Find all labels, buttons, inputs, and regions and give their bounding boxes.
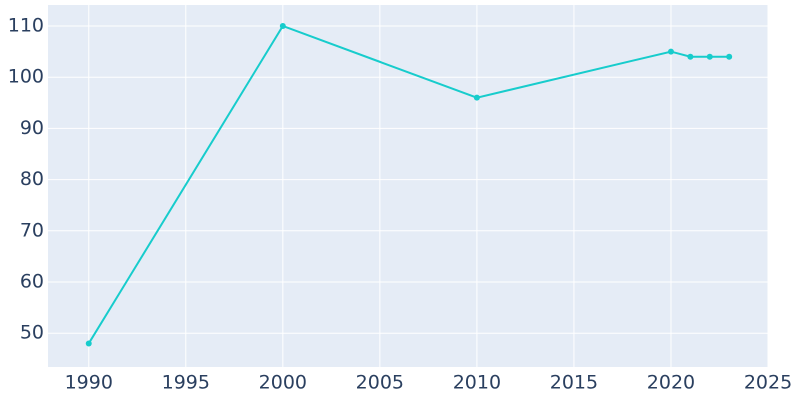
- y-tick-label: 100: [8, 66, 44, 88]
- plot-area: [48, 5, 768, 367]
- data-point: [726, 53, 733, 60]
- data-point: [687, 53, 694, 60]
- y-tick-label: 50: [20, 322, 44, 344]
- x-tick-label: 2025: [744, 372, 792, 394]
- y-tick-label: 110: [8, 14, 44, 36]
- data-point: [279, 22, 286, 29]
- data-point: [706, 53, 713, 60]
- data-point: [473, 94, 480, 101]
- x-tick-label: 2015: [550, 372, 598, 394]
- y-tick-label: 90: [20, 117, 44, 139]
- y-tick-label: 60: [20, 271, 44, 293]
- x-tick-label: 1990: [65, 372, 113, 394]
- y-tick-label: 80: [20, 168, 44, 190]
- x-tick-label: 2005: [356, 372, 404, 394]
- x-tick-label: 2000: [259, 372, 307, 394]
- data-point: [667, 48, 674, 55]
- x-tick-label: 1995: [162, 372, 210, 394]
- y-tick-label: 70: [20, 219, 44, 241]
- data-point: [85, 340, 92, 347]
- x-tick-label: 2010: [453, 372, 501, 394]
- x-tick-label: 2020: [647, 372, 695, 394]
